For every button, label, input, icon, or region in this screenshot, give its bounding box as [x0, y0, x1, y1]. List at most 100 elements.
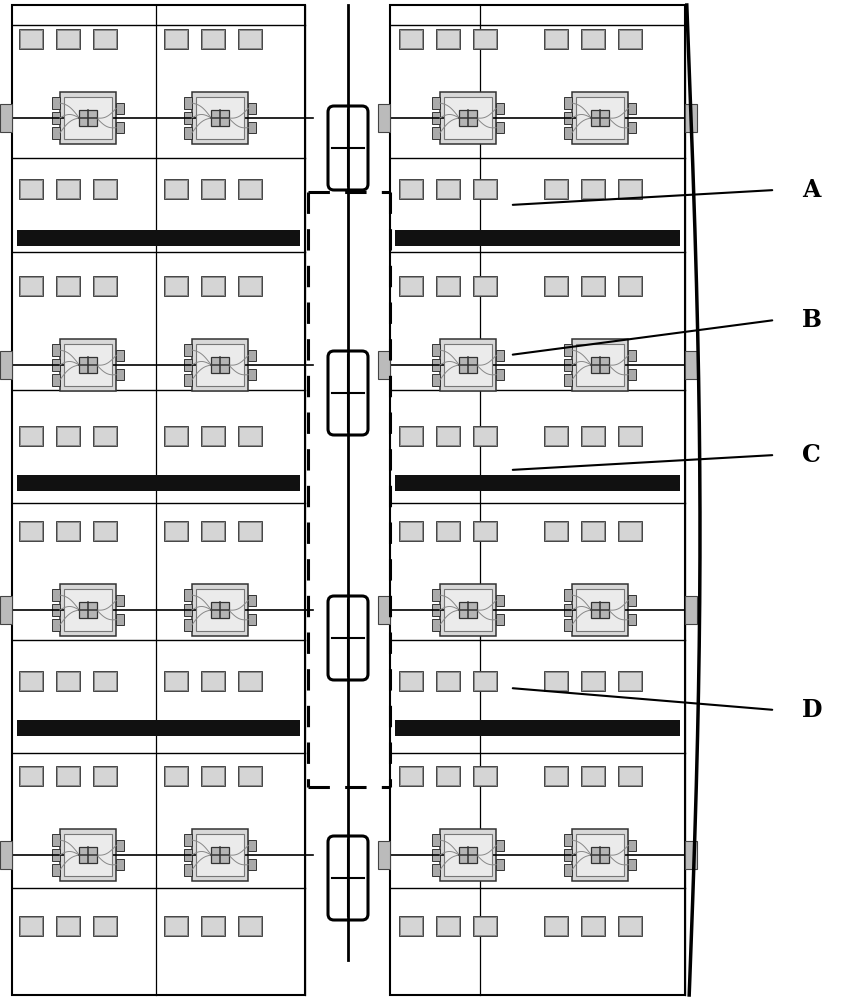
- Text: C: C: [801, 443, 820, 467]
- Bar: [474, 522, 495, 540]
- Bar: [79, 110, 96, 126]
- Bar: [431, 619, 439, 631]
- Bar: [496, 595, 504, 606]
- Bar: [238, 521, 262, 541]
- Bar: [248, 614, 256, 625]
- Bar: [544, 277, 567, 295]
- Bar: [437, 277, 458, 295]
- Bar: [399, 916, 423, 936]
- Bar: [581, 917, 604, 935]
- Bar: [543, 179, 567, 199]
- Bar: [94, 672, 116, 690]
- Bar: [580, 916, 604, 936]
- Bar: [474, 767, 495, 785]
- Bar: [617, 179, 641, 199]
- Bar: [628, 840, 635, 851]
- Bar: [443, 589, 491, 631]
- Bar: [459, 110, 476, 126]
- Bar: [473, 276, 497, 296]
- Bar: [20, 277, 42, 295]
- Bar: [238, 672, 261, 690]
- Bar: [201, 766, 225, 786]
- Bar: [52, 97, 59, 109]
- Bar: [436, 179, 460, 199]
- Bar: [183, 359, 192, 371]
- Bar: [79, 847, 96, 863]
- Bar: [571, 339, 628, 391]
- Bar: [684, 104, 697, 132]
- Bar: [20, 672, 42, 690]
- Bar: [57, 30, 79, 48]
- Bar: [496, 614, 504, 625]
- Bar: [431, 359, 439, 371]
- Bar: [56, 521, 80, 541]
- Bar: [201, 179, 225, 199]
- Bar: [238, 426, 262, 446]
- Bar: [474, 917, 495, 935]
- Bar: [575, 834, 623, 876]
- Bar: [93, 916, 117, 936]
- Bar: [94, 30, 116, 48]
- Bar: [56, 766, 80, 786]
- Text: D: D: [801, 698, 821, 722]
- Bar: [57, 522, 79, 540]
- Bar: [580, 179, 604, 199]
- Bar: [618, 277, 641, 295]
- Bar: [617, 276, 641, 296]
- Bar: [580, 766, 604, 786]
- Bar: [164, 917, 187, 935]
- Bar: [19, 521, 43, 541]
- Bar: [52, 849, 59, 861]
- Bar: [52, 112, 59, 124]
- Bar: [394, 230, 679, 246]
- Bar: [496, 369, 504, 380]
- Bar: [164, 426, 188, 446]
- Bar: [581, 767, 604, 785]
- Bar: [436, 29, 460, 49]
- Bar: [20, 180, 42, 198]
- Bar: [684, 351, 697, 379]
- Bar: [563, 359, 571, 371]
- Bar: [439, 829, 496, 881]
- Bar: [248, 595, 256, 606]
- Bar: [431, 849, 439, 861]
- Bar: [473, 29, 497, 49]
- Bar: [563, 344, 571, 356]
- Bar: [57, 427, 79, 445]
- Bar: [192, 829, 248, 881]
- Bar: [431, 864, 439, 876]
- Bar: [544, 767, 567, 785]
- Bar: [52, 604, 59, 616]
- Bar: [12, 5, 305, 995]
- Bar: [192, 339, 248, 391]
- Bar: [378, 596, 389, 624]
- Bar: [201, 671, 225, 691]
- Bar: [248, 103, 256, 114]
- Bar: [436, 916, 460, 936]
- Bar: [19, 276, 43, 296]
- Bar: [437, 180, 458, 198]
- Bar: [563, 374, 571, 386]
- Bar: [400, 522, 422, 540]
- Bar: [563, 849, 571, 861]
- Bar: [59, 584, 116, 636]
- Bar: [474, 180, 495, 198]
- Bar: [20, 30, 42, 48]
- Bar: [164, 180, 187, 198]
- Bar: [575, 589, 623, 631]
- Bar: [581, 277, 604, 295]
- Bar: [628, 614, 635, 625]
- Bar: [543, 426, 567, 446]
- Bar: [618, 30, 641, 48]
- Bar: [543, 766, 567, 786]
- Text: A: A: [801, 178, 820, 202]
- Bar: [238, 427, 261, 445]
- Bar: [496, 103, 504, 114]
- Bar: [437, 522, 458, 540]
- Bar: [56, 426, 80, 446]
- Bar: [94, 180, 116, 198]
- Bar: [563, 112, 571, 124]
- Bar: [238, 522, 261, 540]
- Bar: [183, 374, 192, 386]
- Bar: [618, 427, 641, 445]
